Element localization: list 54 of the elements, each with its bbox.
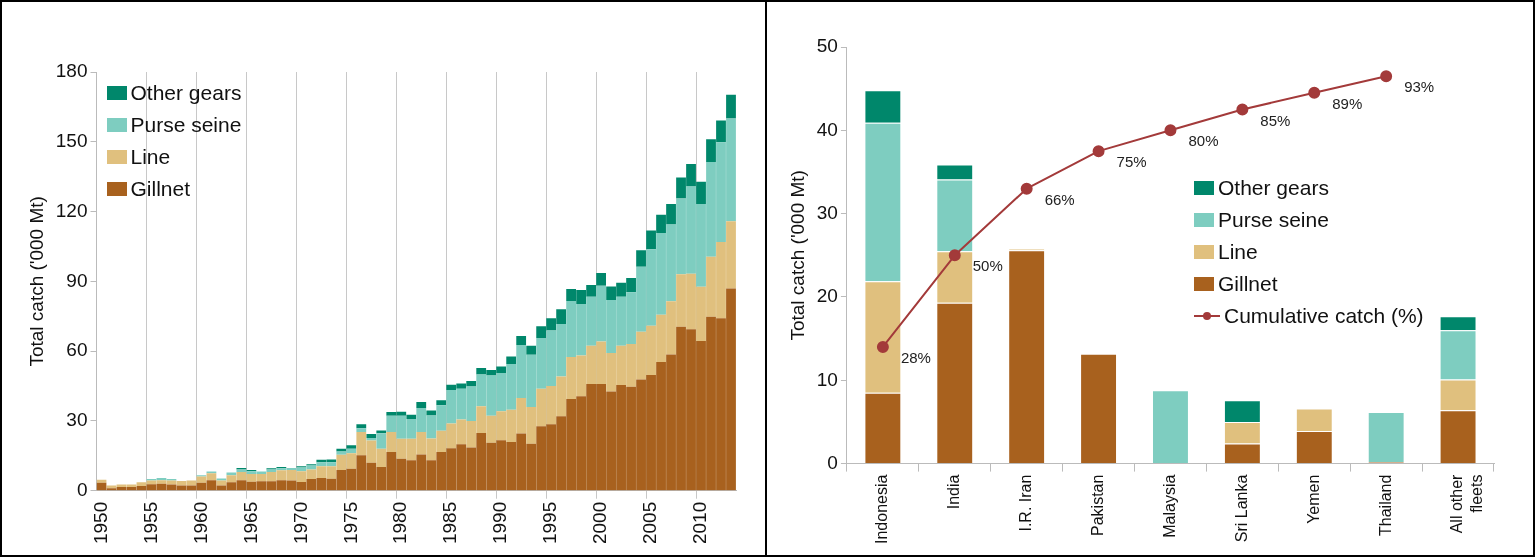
y-tick-label: 180 (55, 60, 88, 82)
x-tick-label: I.R. Iran (1017, 474, 1035, 532)
y-tick-label: 40 (816, 118, 838, 140)
y-tick-label: 0 (827, 451, 838, 473)
y-axis-title: Total catch ('000 Mt) (25, 196, 47, 367)
x-tick-label: Sri Lanka (1232, 474, 1250, 543)
legend-label: Gillnet (130, 177, 191, 201)
x-tick-label: 1955 (139, 501, 161, 545)
data-label: 50% (972, 257, 1003, 275)
y-tick-label: 0 (76, 478, 88, 500)
legend-label: Cumulative catch (%) (1224, 303, 1424, 328)
x-tick-label: Yemen (1304, 474, 1322, 524)
data-label: 85% (1260, 111, 1291, 129)
x-tick-label: 1965 (239, 501, 261, 545)
data-label: 28% (900, 349, 931, 367)
legend-label: Gillnet (1218, 271, 1278, 296)
x-tick-label: 1970 (289, 501, 311, 545)
x-tick-label: 1960 (189, 501, 211, 545)
x-tick-label: 2000 (589, 501, 611, 545)
y-tick-label: 50 (816, 35, 838, 57)
data-label: 80% (1188, 132, 1219, 150)
legend-label: Line (130, 145, 171, 169)
y-tick-label: 10 (816, 368, 838, 390)
legend-label: Purse seine (130, 113, 242, 137)
data-label: 93% (1404, 78, 1435, 96)
data-label: 89% (1332, 94, 1363, 112)
y-tick-label: 120 (55, 199, 88, 221)
x-tick-label: 1950 (89, 501, 111, 545)
y-tick-label: 150 (55, 130, 88, 152)
data-label: 66% (1044, 190, 1075, 208)
x-tick-label: 1985 (439, 501, 461, 545)
legend-label: Other gears (130, 81, 242, 105)
legend-label: Other gears (1218, 175, 1329, 200)
y-tick-label: 60 (66, 339, 88, 361)
x-tick-label: 1995 (539, 501, 561, 545)
x-tick-label: 2010 (689, 501, 711, 545)
y-axis-title: Total catch ('000 Mt) (786, 170, 808, 341)
y-tick-label: 20 (816, 285, 838, 307)
x-tick-label: Thailand (1376, 474, 1394, 536)
x-tick-label: India (945, 474, 963, 510)
x-tick-label: 1980 (389, 501, 411, 545)
data-label: 75% (1116, 153, 1147, 171)
x-tick-label: Pakistan (1088, 474, 1106, 536)
legend-label: Line (1218, 239, 1258, 264)
x-tick-label: 2005 (639, 501, 661, 545)
y-tick-label: 30 (66, 409, 88, 431)
x-tick-label: Malaysia (1160, 474, 1178, 538)
y-tick-label: 30 (816, 201, 838, 223)
x-tick-label: All other fleets (1448, 473, 1485, 534)
x-tick-label: 1990 (489, 501, 511, 545)
legend-label: Purse seine (1218, 207, 1329, 232)
x-tick-label: 1975 (339, 501, 361, 545)
x-tick-label: Indonesia (873, 474, 891, 544)
y-tick-label: 90 (66, 269, 88, 291)
